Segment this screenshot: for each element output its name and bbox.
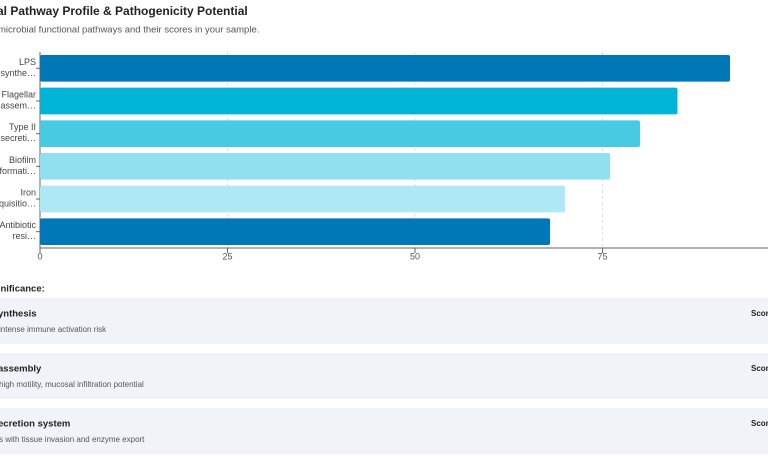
card <box>0 408 768 454</box>
chart-subtitle: microbial functional pathways and their … <box>0 25 259 36</box>
bar <box>40 87 678 115</box>
y-tick-label: Flagellar assem… <box>0 90 36 111</box>
chart-title: al Pathway Profile & Pathogenicity Poten… <box>0 4 248 18</box>
card-title: assembly <box>0 364 42 375</box>
bar <box>40 120 640 147</box>
y-tick-label: Ironacquisitio… <box>0 188 36 209</box>
bar <box>40 185 565 213</box>
x-tick-label: 0 <box>37 251 42 261</box>
card-title: ecretion system <box>0 419 70 430</box>
bar <box>40 153 610 180</box>
card <box>0 353 768 399</box>
bar <box>40 55 730 82</box>
y-tick-label: LPSbiosynthe… <box>0 57 36 78</box>
card <box>0 298 768 344</box>
y-tick-label: Antibiotic resi… <box>0 221 36 242</box>
x-tick-label: 75 <box>597 251 607 261</box>
card-description: intense immune activation risk <box>0 325 107 334</box>
section-heading: ignificance: <box>0 284 45 295</box>
card-description: high motility, mucosal infiltration pote… <box>0 380 144 389</box>
card-description: s with tissue invasion and enzyme export <box>0 435 145 444</box>
y-tick-label: Biofilm formati… <box>0 155 36 176</box>
y-tick-label: Type II secreti… <box>0 123 36 144</box>
x-tick-label: 25 <box>222 251 232 261</box>
bar <box>40 218 550 245</box>
x-tick-label: 50 <box>410 251 420 261</box>
card-title: ynthesis <box>0 309 37 320</box>
